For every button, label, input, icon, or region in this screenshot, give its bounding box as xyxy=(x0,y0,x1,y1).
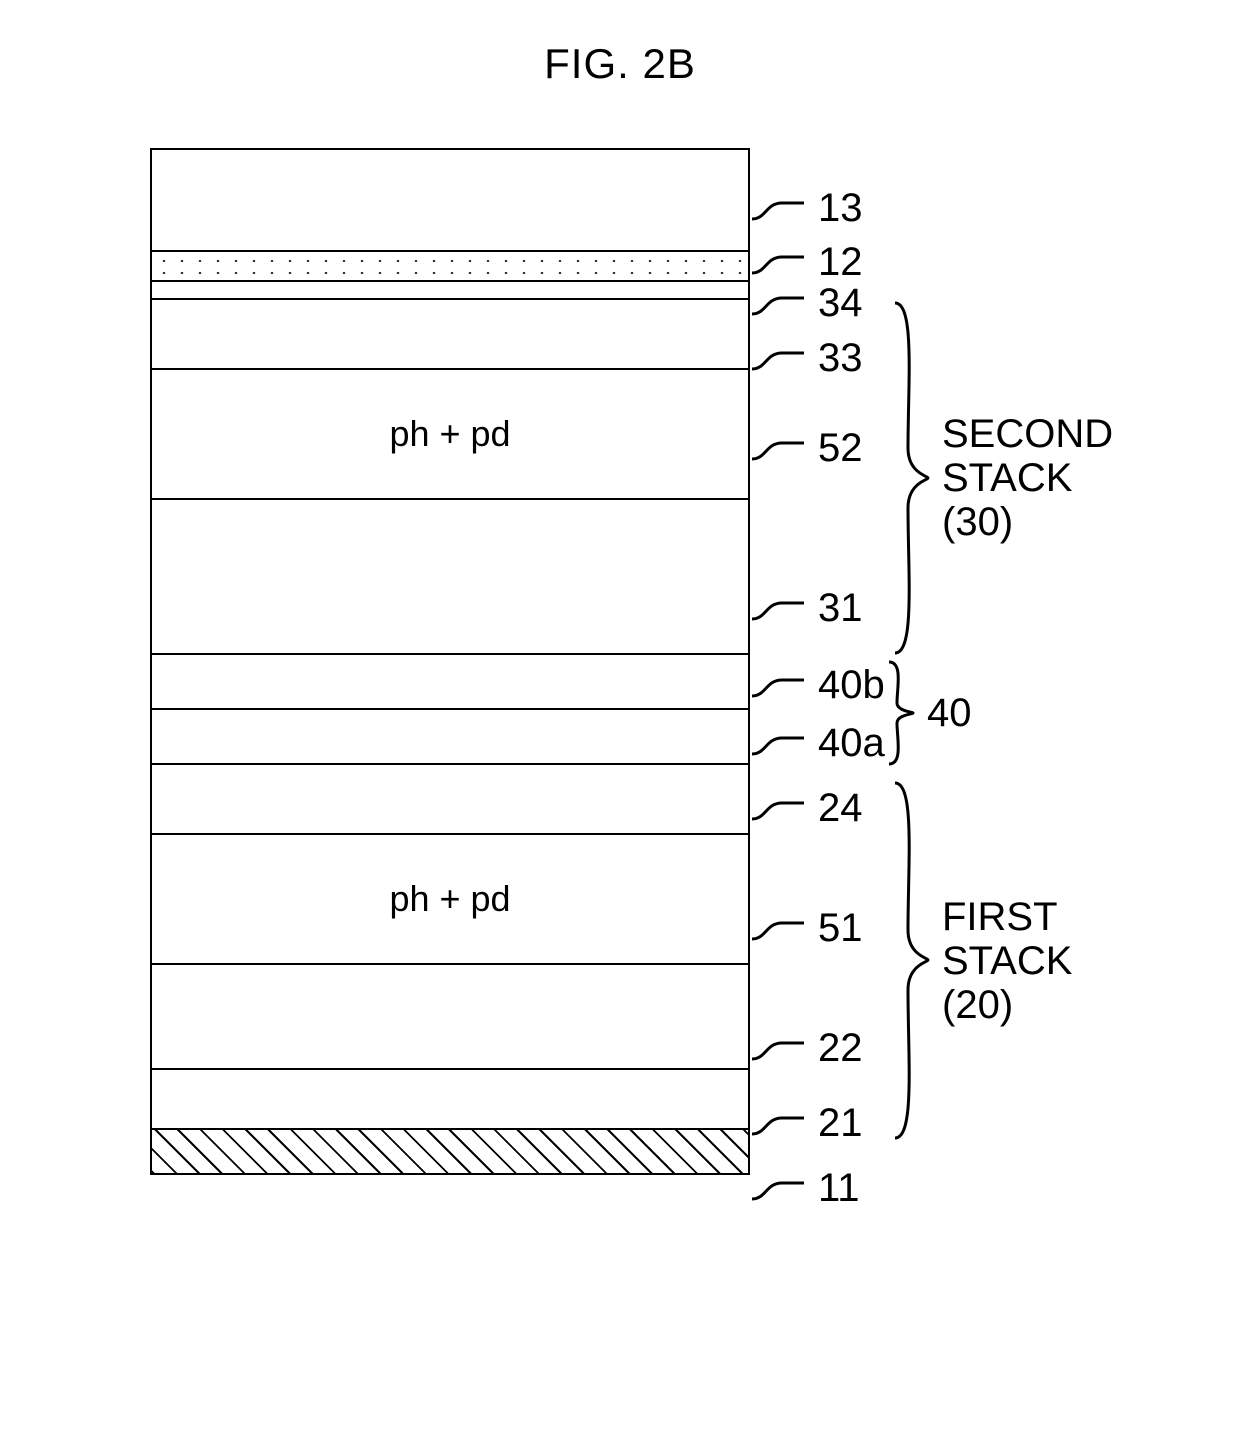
label-52: 52 xyxy=(770,426,863,471)
label-text: 12 xyxy=(818,240,863,285)
brace-40: 40 xyxy=(885,658,972,768)
leader-line xyxy=(770,734,810,754)
brace-svg xyxy=(885,658,915,768)
layer-stack: ph + pd ph + pd xyxy=(150,148,750,1175)
layer-52: ph + pd xyxy=(152,368,748,498)
layer-24 xyxy=(152,763,748,833)
layer-40a xyxy=(152,708,748,763)
label-text: 13 xyxy=(818,186,863,231)
leader-line xyxy=(770,599,810,619)
layer-text: ph + pd xyxy=(389,878,510,920)
label-34: 34 xyxy=(770,281,863,326)
label-51: 51 xyxy=(770,906,863,951)
label-31: 31 xyxy=(770,586,863,631)
leader-line xyxy=(770,199,810,219)
layer-12 xyxy=(152,250,748,280)
layer-21 xyxy=(152,1068,748,1128)
label-40b: 40b xyxy=(770,663,885,708)
brace-label-first: FIRST STACK (20) xyxy=(942,895,1072,1027)
label-24: 24 xyxy=(770,786,863,831)
brace-svg xyxy=(890,298,930,658)
label-text: 21 xyxy=(818,1101,863,1146)
leader-line xyxy=(770,1039,810,1059)
label-22: 22 xyxy=(770,1026,863,1071)
leader-line xyxy=(770,1114,810,1134)
layer-33 xyxy=(152,298,748,368)
label-text: 33 xyxy=(818,336,863,381)
label-text: 51 xyxy=(818,906,863,951)
label-text: 22 xyxy=(818,1026,863,1071)
brace-text: (20) xyxy=(942,983,1072,1027)
layer-34 xyxy=(152,280,748,298)
label-text: 31 xyxy=(818,586,863,631)
brace-text: (30) xyxy=(942,500,1113,544)
brace-svg xyxy=(890,778,930,1143)
layer-11 xyxy=(152,1128,748,1173)
leader-line xyxy=(770,919,810,939)
leader-line xyxy=(770,1179,810,1199)
label-text: 11 xyxy=(818,1166,860,1211)
brace-label-second: SECOND STACK (30) xyxy=(942,412,1113,544)
label-21: 21 xyxy=(770,1101,863,1146)
brace-text: FIRST xyxy=(942,895,1072,939)
leader-line xyxy=(770,349,810,369)
layer-22 xyxy=(152,963,748,1068)
layer-13 xyxy=(152,150,748,250)
brace-second-stack: SECOND STACK (30) xyxy=(890,298,1113,658)
label-text: 40a xyxy=(818,721,885,766)
leader-line xyxy=(770,799,810,819)
brace-first-stack: FIRST STACK (20) xyxy=(890,778,1072,1143)
brace-text: STACK xyxy=(942,456,1113,500)
label-text: 52 xyxy=(818,426,863,471)
label-40a: 40a xyxy=(770,721,885,766)
label-13: 13 xyxy=(770,186,863,231)
brace-text: SECOND xyxy=(942,412,1113,456)
label-text: 24 xyxy=(818,786,863,831)
label-text: 40b xyxy=(818,663,885,708)
label-12: 12 xyxy=(770,240,863,285)
leader-line xyxy=(770,253,810,273)
leader-line xyxy=(770,294,810,314)
label-33: 33 xyxy=(770,336,863,381)
brace-label-40: 40 xyxy=(927,691,972,735)
leader-line xyxy=(770,439,810,459)
layer-31 xyxy=(152,498,748,653)
brace-text: STACK xyxy=(942,939,1072,983)
label-11: 11 xyxy=(770,1166,860,1211)
figure-title: FIG. 2B xyxy=(40,40,1200,88)
leader-line xyxy=(770,676,810,696)
layer-40b xyxy=(152,653,748,708)
layer-text: ph + pd xyxy=(389,413,510,455)
layer-51: ph + pd xyxy=(152,833,748,963)
label-text: 34 xyxy=(818,281,863,326)
